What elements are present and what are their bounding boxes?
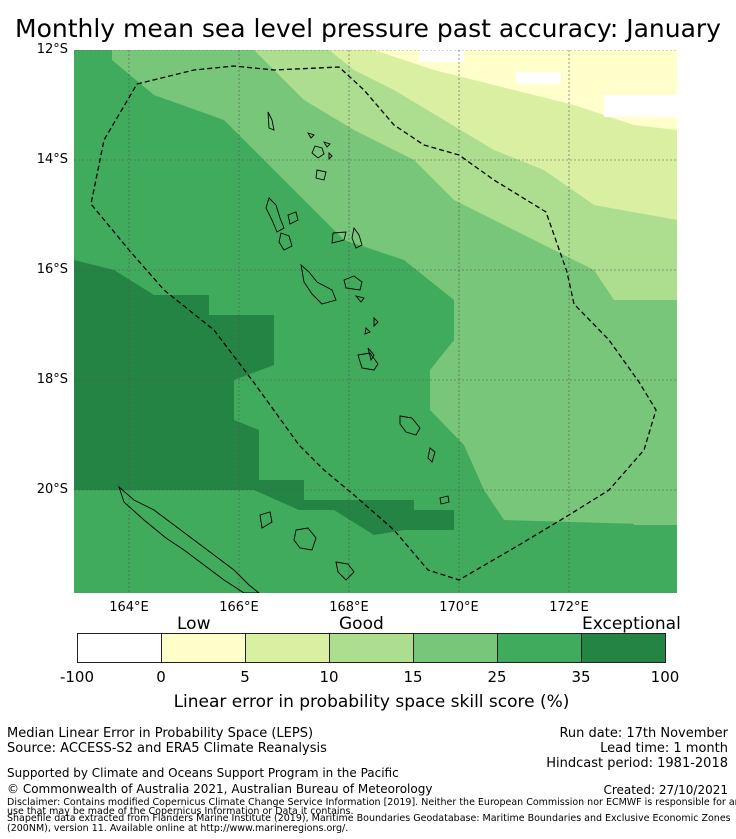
source-text: Source: ACCESS-S2 and ERA5 Climate Reana… — [7, 741, 327, 756]
lon-label-164e: 164°E — [109, 600, 149, 615]
colorbar-category-exceptional: Exceptional — [582, 614, 681, 634]
colorbar-tick: 10 — [319, 668, 339, 686]
skill-map — [74, 50, 677, 593]
lon-label-168e: 168°E — [329, 600, 369, 615]
eez-boundary — [90, 65, 657, 581]
lon-label-172e: 172°E — [549, 600, 589, 615]
colorbar-category-low: Low — [177, 614, 211, 634]
lon-label-170e: 170°E — [439, 600, 479, 615]
lon-label-166e: 166°E — [219, 600, 259, 615]
lat-label-20s: 20°S — [36, 482, 68, 497]
hindcast-period: Hindcast period: 1981-2018 — [546, 756, 728, 771]
colorbar-tick: 35 — [571, 668, 591, 686]
colorbar-tick: 0 — [156, 668, 166, 686]
disclaimer-line-1: Disclaimer: Contains modified Copernicus… — [7, 797, 736, 808]
colorbar-tick: 15 — [403, 668, 423, 686]
colorbar-tick: 25 — [487, 668, 507, 686]
graticule — [74, 50, 677, 593]
colorbar-category-good: Good — [339, 614, 384, 634]
shapefile-line-2: (200NM), version 11. Available online at… — [7, 823, 349, 834]
shapefile-line-1: Shapefile data extracted from Flanders M… — [7, 813, 731, 824]
run-date: Run date: 17th November — [559, 726, 728, 741]
map-title: Monthly mean sea level pressure past acc… — [15, 14, 721, 43]
colorbar-segment — [78, 634, 162, 662]
support-text: Supported by Climate and Oceans Support … — [7, 766, 399, 780]
lat-label-18s: 18°S — [36, 372, 68, 387]
lead-time: Lead time: 1 month — [600, 741, 728, 756]
islands — [118, 111, 450, 593]
method-text: Median Linear Error in Probability Space… — [7, 726, 314, 741]
colorbar-segment — [330, 634, 414, 662]
copyright-text: © Commonwealth of Australia 2021, Austra… — [7, 782, 433, 796]
lat-label-12s: 12°S — [36, 42, 68, 57]
colorbar — [77, 633, 666, 663]
colorbar-tick: -100 — [59, 668, 95, 686]
colorbar-tick: 5 — [240, 668, 250, 686]
created-date: Created: 27/10/2021 — [603, 783, 728, 797]
colorbar-segment — [498, 634, 582, 662]
colorbar-segment — [246, 634, 330, 662]
colorbar-segment — [162, 634, 246, 662]
colorbar-segment — [582, 634, 665, 662]
lat-label-16s: 16°S — [36, 262, 68, 277]
lat-label-14s: 14°S — [36, 152, 68, 167]
colorbar-label: Linear error in probability space skill … — [173, 692, 570, 712]
colorbar-tick: 100 — [650, 668, 680, 686]
disclaimer-line-2: use that may be made of the Copernicus I… — [7, 806, 354, 817]
colorbar-segment — [414, 634, 498, 662]
